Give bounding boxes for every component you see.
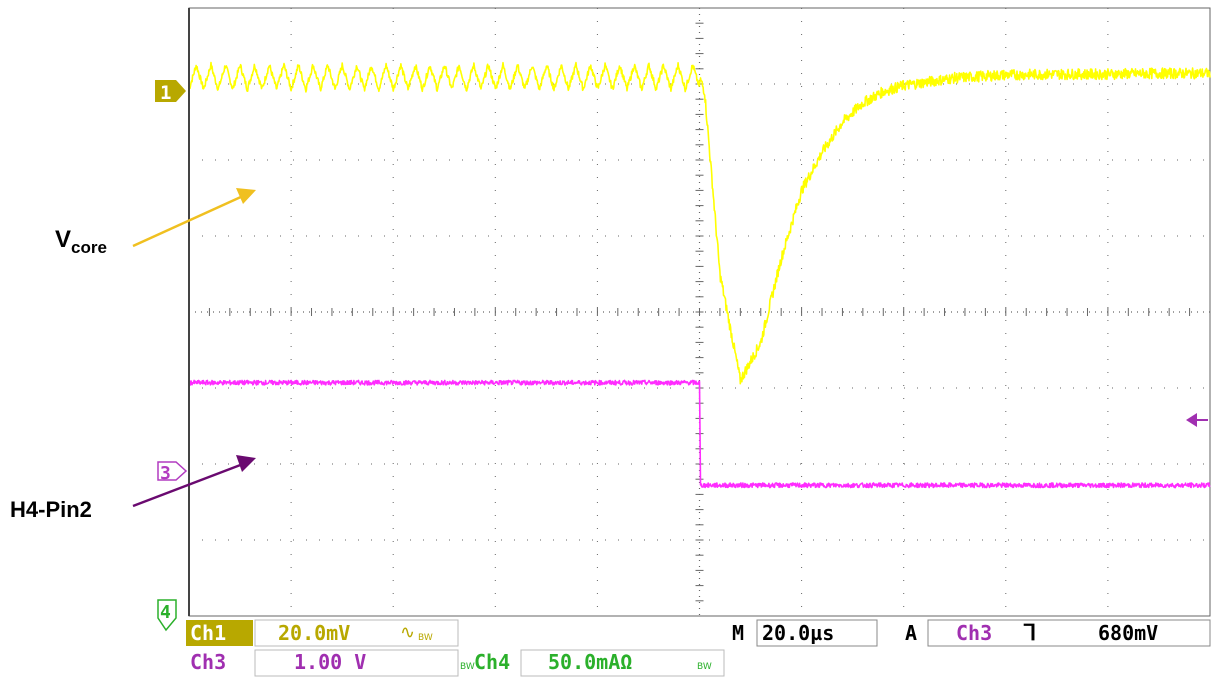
ch4-marker: 4 [157, 599, 177, 632]
readout-row-2: Ch3 1.00 V BW Ch4 50.0mAΩ BW [190, 649, 725, 677]
ch4-scale-box [520, 649, 725, 677]
ch1-label-box [186, 620, 253, 646]
h4-pin2-label: H4-Pin2 [10, 497, 92, 522]
ch3-scale-box [254, 649, 459, 677]
trig-channel: Ch3 [956, 621, 992, 645]
vcore-label-main: V [55, 226, 71, 253]
vcore-arrow [132, 188, 256, 248]
ch4-label: Ch4 [474, 650, 510, 674]
ch3-scale: 1.00 V [294, 650, 366, 674]
h4-pin2-trace [188, 379, 1211, 489]
h4-arrow [132, 455, 256, 508]
ch4-bw-icon: BW [697, 662, 712, 672]
ch1-marker-label: 1 [160, 82, 171, 104]
ch1-marker: 1 [155, 80, 186, 104]
ch1-scale-box [254, 619, 459, 647]
ch1-bw-icon: BW [418, 633, 433, 643]
time-scale-box [756, 619, 878, 647]
ch4-marker-label: 4 [160, 602, 171, 623]
trigger-level-arrow [1186, 413, 1197, 427]
ch1-label: Ch1 [190, 621, 226, 645]
vcore-label: Vcore [55, 226, 107, 257]
m-label: M [732, 621, 744, 645]
ch1-coupling-icon: ∿ [400, 622, 415, 643]
vcore-label-sub: core [71, 238, 107, 257]
time-scale: 20.0µs [762, 621, 834, 645]
ch3-marker: 3 [157, 461, 188, 484]
trig-slope-icon: ⅂ [1023, 621, 1036, 646]
ch3-label: Ch3 [190, 650, 226, 674]
a-label: A [905, 621, 917, 645]
ch4-scale: 50.0mAΩ [548, 650, 632, 674]
trigger-box [927, 619, 1211, 647]
ch1-scale: 20.0mV [278, 621, 350, 645]
trig-level: 680mV [1098, 621, 1158, 645]
traces [188, 61, 1211, 489]
ch3-marker-label: 3 [160, 463, 171, 484]
readout-row-1: Ch1 20.0mV ∿ BW M 20.0µs A Ch3 ⅂ 680mV [186, 619, 1211, 647]
ch3-bw-icon: BW [460, 662, 475, 672]
vcore-trace [188, 61, 1211, 385]
